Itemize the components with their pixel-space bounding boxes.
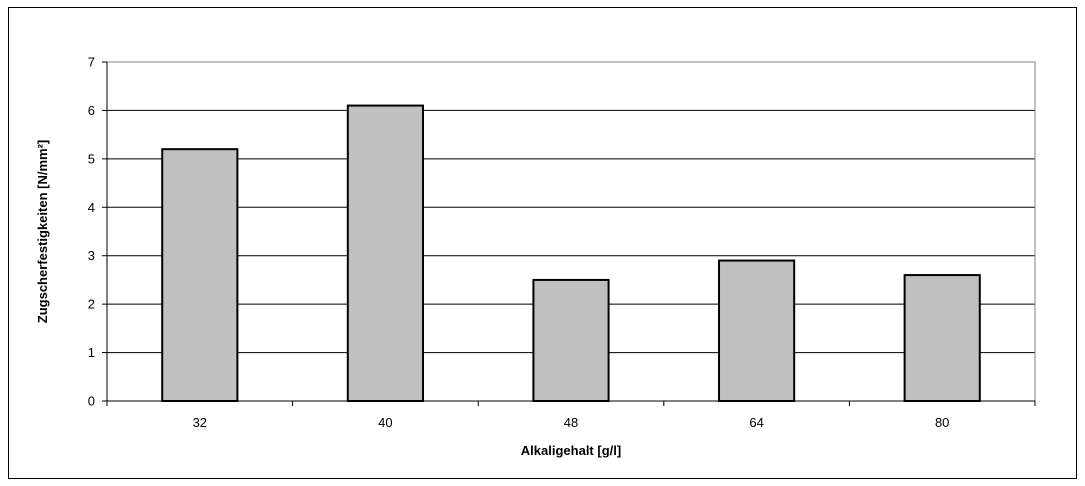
bar-80 [903,274,981,403]
bars [161,104,981,403]
y-tick-label: 2 [88,297,95,312]
bar-32 [161,148,239,402]
y-tick-label: 0 [88,394,95,409]
y-tick-label: 1 [88,345,95,360]
y-tick-label: 3 [88,248,95,263]
tick-labels: 0 1 2 3 4 5 6 7 32 40 48 64 80 [88,55,950,431]
axes [102,61,1036,406]
bar-40 [346,104,424,402]
x-tick-label: 32 [193,415,207,430]
x-tick-label: 48 [564,415,578,430]
y-tick-label: 5 [88,151,95,166]
y-tick-label: 7 [88,55,95,70]
x-tick-label: 64 [749,415,763,430]
x-axis-title: Alkaligehalt [g/l] [521,443,621,458]
y-axis-title: Zugscherfestigkeiten [N/mm²] [35,140,50,323]
y-tick-label: 4 [88,200,95,215]
x-tick-label: 40 [378,415,392,430]
bar-48 [532,278,610,402]
x-tick-label: 80 [935,415,949,430]
bar-64 [718,259,796,402]
y-tick-label: 6 [88,103,95,118]
